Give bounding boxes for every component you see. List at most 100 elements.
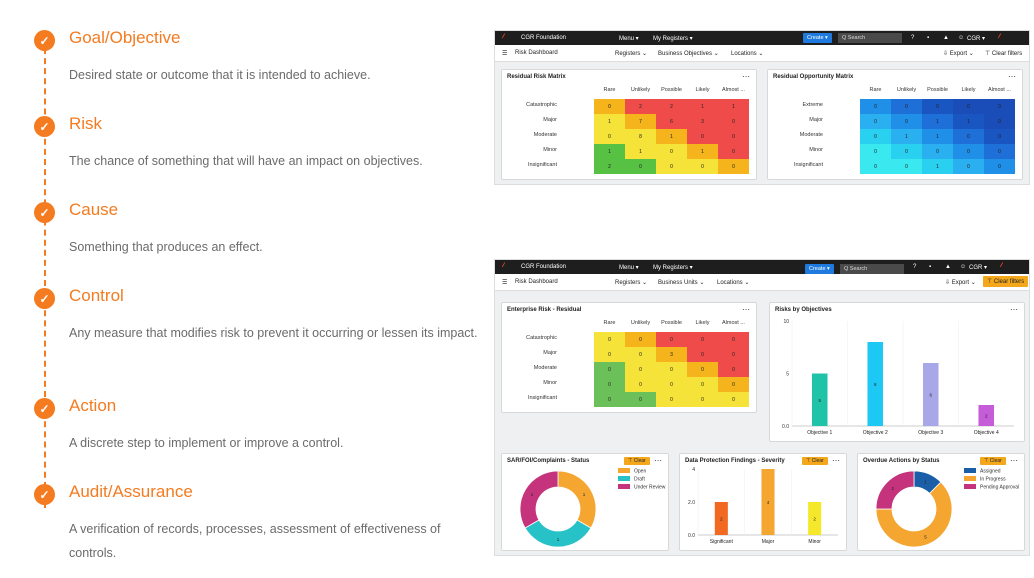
matrix-cell[interactable]: 0 <box>594 347 625 362</box>
matrix-cell[interactable]: 0 <box>656 392 687 407</box>
matrix-cell[interactable]: 6 <box>656 114 687 129</box>
matrix-cell[interactable]: 0 <box>594 99 625 114</box>
user-icon[interactable]: ☺ <box>960 264 967 270</box>
matrix-cell[interactable]: 0 <box>687 129 718 144</box>
search-input[interactable]: Q Search <box>840 264 904 274</box>
matrix-cell[interactable]: 0 <box>953 144 984 159</box>
matrix-cell[interactable]: 0 <box>984 159 1015 174</box>
matrix-cell[interactable]: 0 <box>860 114 891 129</box>
donut-slice[interactable] <box>875 470 915 510</box>
matrix-cell[interactable]: 0 <box>984 114 1015 129</box>
document-icon[interactable]: ▪ <box>927 35 930 41</box>
filter-business-units[interactable]: Business Units ⌄ <box>658 280 705 286</box>
my-registers-link[interactable]: My Registers ▾ <box>653 265 693 271</box>
matrix-cell[interactable]: 0 <box>860 99 891 114</box>
clear-button[interactable]: ⊤ Clear <box>980 457 1006 465</box>
clear-button[interactable]: ⊤ Clear <box>624 457 650 465</box>
matrix-cell[interactable]: 1 <box>922 114 953 129</box>
clear-filters-button[interactable]: ⊤ Clear filters <box>983 276 1029 287</box>
matrix-cell[interactable]: 0 <box>718 392 749 407</box>
matrix-cell[interactable]: 0 <box>594 129 625 144</box>
more-icon[interactable]: ⋯ <box>1010 305 1018 314</box>
matrix-cell[interactable]: 1 <box>922 159 953 174</box>
matrix-cell[interactable]: 0 <box>718 362 749 377</box>
bar[interactable] <box>714 502 728 535</box>
matrix-cell[interactable]: 0 <box>953 129 984 144</box>
hamburger-icon[interactable]: ☰ <box>502 280 508 286</box>
user-menu[interactable]: CGR ▾ <box>969 265 988 271</box>
matrix-cell[interactable]: 0 <box>656 144 687 159</box>
matrix-cell[interactable]: 0 <box>718 377 749 392</box>
document-icon[interactable]: ▪ <box>929 264 932 270</box>
matrix-cell[interactable]: 0 <box>687 392 718 407</box>
filter-business-objectives[interactable]: Business Objectives ⌄ <box>658 51 719 57</box>
matrix-cell[interactable]: 0 <box>984 99 1015 114</box>
matrix-cell[interactable]: 0 <box>718 332 749 347</box>
hamburger-icon[interactable]: ☰ <box>502 51 508 57</box>
donut-slice[interactable] <box>524 519 592 548</box>
matrix-cell[interactable]: 1 <box>718 99 749 114</box>
legend-label[interactable]: Under Review <box>634 485 666 491</box>
matrix-cell[interactable]: 0 <box>594 377 625 392</box>
matrix-cell[interactable]: 0 <box>625 392 656 407</box>
matrix-cell[interactable]: 8 <box>625 129 656 144</box>
donut-slice[interactable] <box>875 481 953 548</box>
clear-filters-button[interactable]: ⊤ Clear filters <box>985 51 1023 57</box>
export-button[interactable]: ⇩ Export ⌄ <box>945 280 976 286</box>
matrix-cell[interactable]: 2 <box>625 99 656 114</box>
menu-link[interactable]: Menu ▾ <box>619 265 639 271</box>
more-icon[interactable]: ⋯ <box>832 456 840 465</box>
matrix-cell[interactable]: 0 <box>656 332 687 347</box>
matrix-cell[interactable]: 0 <box>984 129 1015 144</box>
matrix-cell[interactable]: 0 <box>718 114 749 129</box>
more-icon[interactable]: ⋯ <box>654 456 662 465</box>
matrix-cell[interactable]: 0 <box>687 159 718 174</box>
matrix-cell[interactable]: 3 <box>656 347 687 362</box>
matrix-cell[interactable]: 1 <box>922 129 953 144</box>
bar[interactable] <box>867 342 884 426</box>
legend-label[interactable]: Open <box>634 469 646 475</box>
matrix-cell[interactable]: 0 <box>687 347 718 362</box>
matrix-cell[interactable]: 0 <box>922 144 953 159</box>
donut-slice[interactable] <box>519 470 559 529</box>
matrix-cell[interactable]: 0 <box>891 99 922 114</box>
matrix-cell[interactable]: 0 <box>687 377 718 392</box>
filter-locations[interactable]: Locations ⌄ <box>731 51 764 57</box>
matrix-cell[interactable]: 0 <box>594 362 625 377</box>
matrix-cell[interactable]: 3 <box>687 114 718 129</box>
matrix-cell[interactable]: 2 <box>594 159 625 174</box>
matrix-cell[interactable]: 0 <box>687 362 718 377</box>
export-button[interactable]: ⇩ Export ⌄ <box>943 51 974 57</box>
matrix-cell[interactable]: 0 <box>687 332 718 347</box>
matrix-cell[interactable]: 7 <box>625 114 656 129</box>
matrix-cell[interactable]: 2 <box>656 99 687 114</box>
matrix-cell[interactable]: 0 <box>625 377 656 392</box>
filter-registers[interactable]: Registers ⌄ <box>615 51 648 57</box>
matrix-cell[interactable]: 0 <box>953 159 984 174</box>
matrix-cell[interactable]: 0 <box>625 332 656 347</box>
donut-slice[interactable] <box>557 470 597 529</box>
legend-label[interactable]: Assigned <box>980 469 1001 475</box>
more-icon[interactable]: ⋯ <box>742 305 750 314</box>
legend-label[interactable]: Draft <box>634 477 645 483</box>
matrix-cell[interactable]: 1 <box>594 114 625 129</box>
create-button[interactable]: Create ▾ <box>803 33 832 43</box>
more-icon[interactable]: ⋯ <box>742 72 750 81</box>
help-icon[interactable]: ? <box>913 264 917 270</box>
matrix-cell[interactable]: 1 <box>953 114 984 129</box>
matrix-cell[interactable]: 0 <box>860 159 891 174</box>
matrix-cell[interactable]: 0 <box>718 144 749 159</box>
matrix-cell[interactable]: 0 <box>656 159 687 174</box>
more-icon[interactable]: ⋯ <box>1008 72 1016 81</box>
filter-registers[interactable]: Registers ⌄ <box>615 280 648 286</box>
bar[interactable] <box>761 469 775 535</box>
matrix-cell[interactable]: 0 <box>718 129 749 144</box>
matrix-cell[interactable]: 0 <box>860 144 891 159</box>
user-icon[interactable]: ☺ <box>958 35 965 41</box>
user-menu[interactable]: CGR ▾ <box>967 36 986 42</box>
clear-button[interactable]: ⊤ Clear <box>802 457 828 465</box>
matrix-cell[interactable]: 1 <box>687 144 718 159</box>
bar[interactable] <box>811 373 828 427</box>
legend-label[interactable]: Pending Approval <box>980 485 1019 491</box>
matrix-cell[interactable]: 0 <box>718 347 749 362</box>
